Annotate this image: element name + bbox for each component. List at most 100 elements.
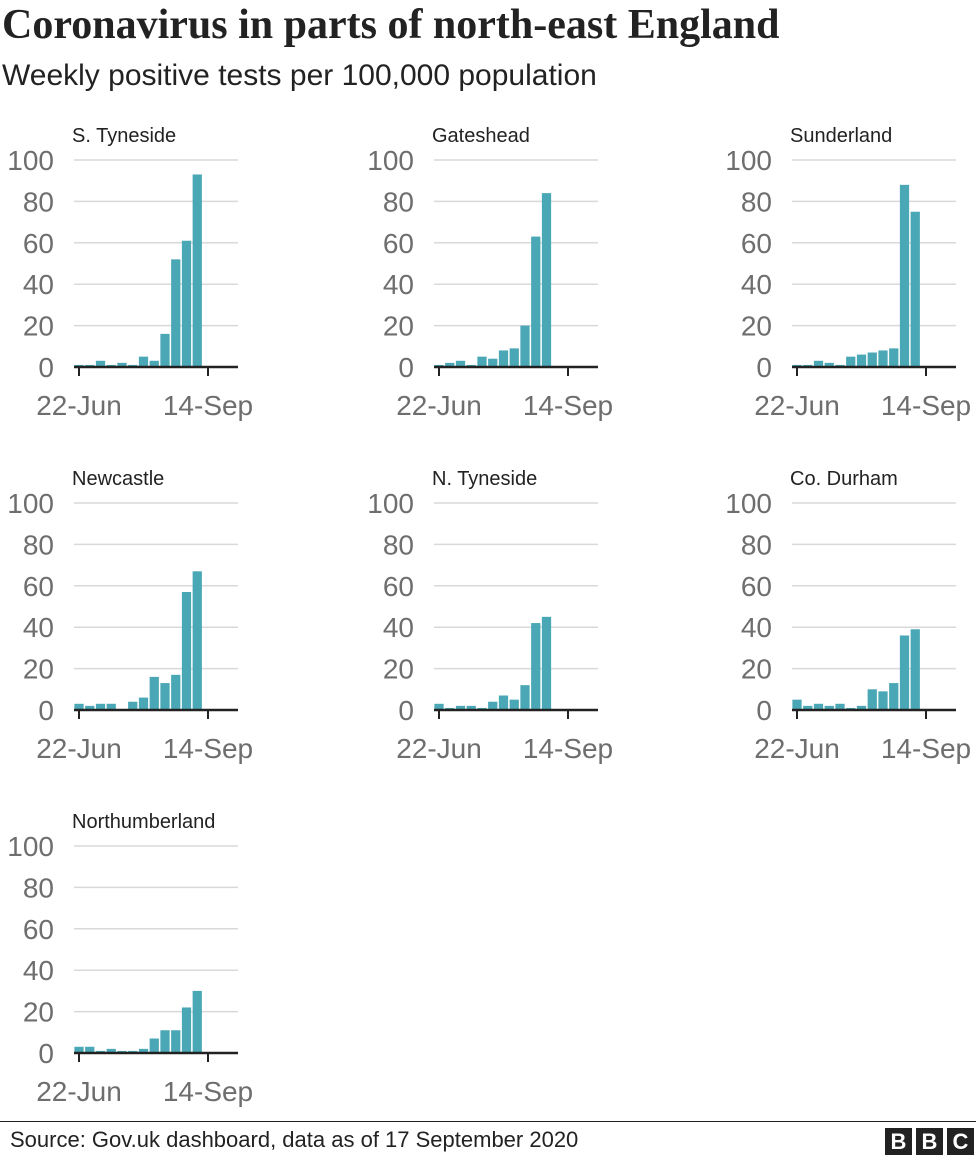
panel-title: Gateshead	[432, 125, 530, 147]
bar-03-Aug	[138, 1048, 149, 1053]
y-tick-label: 60	[383, 228, 414, 259]
y-tick-label: 100	[7, 145, 54, 176]
x-tick-label: 22-Jun	[36, 1076, 122, 1107]
bar-31-Aug	[541, 616, 552, 710]
panel-co-durham: Co. Durham 100 80 60 40 20 0 22-Jun 14-Sep	[718, 461, 976, 764]
bar-chart-co-durham: Co. Durham 100 80 60 40 20 0 22-Jun 14-Sep	[725, 468, 971, 764]
panel-title: N. Tyneside	[432, 468, 537, 490]
bar-22-Jun	[74, 1046, 84, 1053]
y-tick-label: 60	[23, 914, 54, 945]
bar-chart-newcastle: Newcastle 100 80 60 40 20 0 22-Jun 14-Sep	[7, 468, 253, 764]
bar-06-Jul	[95, 360, 106, 367]
bar-07-Sep	[910, 629, 920, 710]
panel-title: Newcastle	[72, 468, 164, 490]
y-tick-label: 60	[383, 571, 414, 602]
y-tick-label: 40	[741, 269, 772, 300]
bbc-logo-letter-1: B	[885, 1128, 912, 1155]
y-tick-label: 0	[38, 1038, 54, 1069]
source-note: Source: Gov.uk dashboard, data as of 17 …	[10, 1127, 579, 1152]
bar-chart-n-tyneside: N. Tyneside 100 80 60 40 20 0 22-Jun 14-Sep	[367, 468, 613, 764]
bar-31-Aug	[181, 240, 192, 367]
y-tick-label: 0	[398, 352, 414, 383]
y-tick-label: 100	[7, 488, 54, 519]
bar-chart-gateshead: Gateshead 100 80 60 40 20 0 22-Jun 14-Sep	[367, 125, 613, 421]
panel-title: Northumberland	[72, 811, 215, 833]
bar-17-Aug	[160, 333, 170, 367]
chart-subtitle: Weekly positive tests per 100,000 popula…	[2, 59, 597, 92]
bar-06-Jul	[455, 360, 466, 367]
bar-10-Aug	[509, 348, 519, 367]
panel-n-tyneside: N. Tyneside 100 80 60 40 20 0 22-Jun 14-Sep	[360, 461, 660, 764]
y-tick-label: 100	[725, 145, 772, 176]
y-tick-label: 80	[23, 186, 54, 217]
y-tick-label: 0	[398, 695, 414, 726]
bar-24-Aug	[531, 236, 541, 367]
bar-10-Aug	[509, 699, 519, 710]
bar-24-Aug	[171, 674, 181, 710]
bar-24-Aug	[531, 623, 541, 710]
bar-17-Aug	[520, 685, 530, 710]
y-tick-label: 40	[383, 269, 414, 300]
x-tick-label: 22-Jun	[754, 390, 840, 421]
bar-27-Jul	[488, 701, 498, 710]
panel-title: S. Tyneside	[72, 125, 176, 147]
bar-17-Aug	[520, 325, 530, 367]
panel-sunderland: Sunderland 100 80 60 40 20 0 22-Jun 14-Sep	[718, 118, 976, 421]
bar-17-Aug	[878, 350, 888, 367]
bar-24-Aug	[889, 348, 899, 367]
y-tick-label: 20	[741, 311, 772, 342]
bar-29-Jun	[803, 705, 813, 710]
x-tick-label: 14-Sep	[523, 390, 613, 421]
bar-06-Jul	[813, 360, 824, 367]
panel-title: Sunderland	[790, 125, 892, 147]
bar-07-Sep	[192, 174, 202, 367]
bar-10-Aug	[149, 1038, 159, 1053]
y-tick-label: 40	[383, 612, 414, 643]
bar-29-Jun	[85, 1046, 95, 1053]
y-tick-label: 60	[741, 228, 772, 259]
panel-newcastle: Newcastle 100 80 60 40 20 0 22-Jun 14-Sep	[0, 461, 300, 764]
panel-s-tyneside: S. Tyneside 100 80 60 40 20 0 22-Jun 14-Sep	[0, 118, 300, 421]
y-tick-label: 0	[756, 695, 772, 726]
bar-20-Jul	[477, 356, 487, 367]
y-tick-label: 100	[725, 488, 772, 519]
bar-10-Aug	[149, 676, 159, 710]
bar-13-Jul	[824, 362, 834, 367]
bar-03-Aug	[498, 695, 509, 710]
y-tick-label: 80	[23, 872, 54, 903]
panel-title: Co. Durham	[790, 468, 898, 490]
bar-24-Aug	[171, 1030, 181, 1053]
x-tick-label: 22-Jun	[396, 733, 482, 764]
bar-chart-northumberland: Northumberland 100 80 60 40 20 0 22-Jun 14-Sep	[7, 811, 253, 1107]
bar-13-Jul	[824, 705, 834, 710]
y-tick-label: 100	[367, 488, 414, 519]
x-tick-label: 14-Sep	[163, 733, 253, 764]
bar-22-Jun	[792, 699, 802, 710]
bar-31-Aug	[899, 635, 910, 710]
bar-13-Jul	[466, 705, 476, 710]
bar-chart-s-tyneside: S. Tyneside 100 80 60 40 20 0 22-Jun 14-Sep	[7, 125, 253, 421]
x-tick-label: 14-Sep	[881, 733, 971, 764]
bar-31-Aug	[899, 184, 910, 367]
bar-27-Jul	[846, 356, 856, 367]
bar-17-Aug	[160, 683, 170, 710]
y-tick-label: 80	[741, 186, 772, 217]
bar-22-Jun	[434, 703, 444, 710]
y-tick-label: 20	[23, 997, 54, 1028]
bar-10-Aug	[149, 360, 159, 367]
bbc-logo-letter-3: C	[947, 1128, 974, 1155]
bar-20-Jul	[835, 703, 845, 710]
bar-13-Jul	[106, 1048, 116, 1053]
y-tick-label: 20	[23, 311, 54, 342]
panel-gateshead: Gateshead 100 80 60 40 20 0 22-Jun 14-Sep	[360, 118, 660, 421]
bar-22-Jun	[74, 703, 84, 710]
bar-06-Jul	[455, 705, 466, 710]
x-tick-label: 14-Sep	[163, 1076, 253, 1107]
x-tick-label: 22-Jun	[36, 390, 122, 421]
bar-07-Sep	[910, 211, 920, 367]
chart-title: Coronavirus in parts of north-east Engla…	[2, 2, 780, 48]
y-tick-label: 80	[741, 529, 772, 560]
bbc-logo-letter-2: B	[916, 1128, 943, 1155]
x-tick-label: 14-Sep	[163, 390, 253, 421]
y-tick-label: 60	[741, 571, 772, 602]
